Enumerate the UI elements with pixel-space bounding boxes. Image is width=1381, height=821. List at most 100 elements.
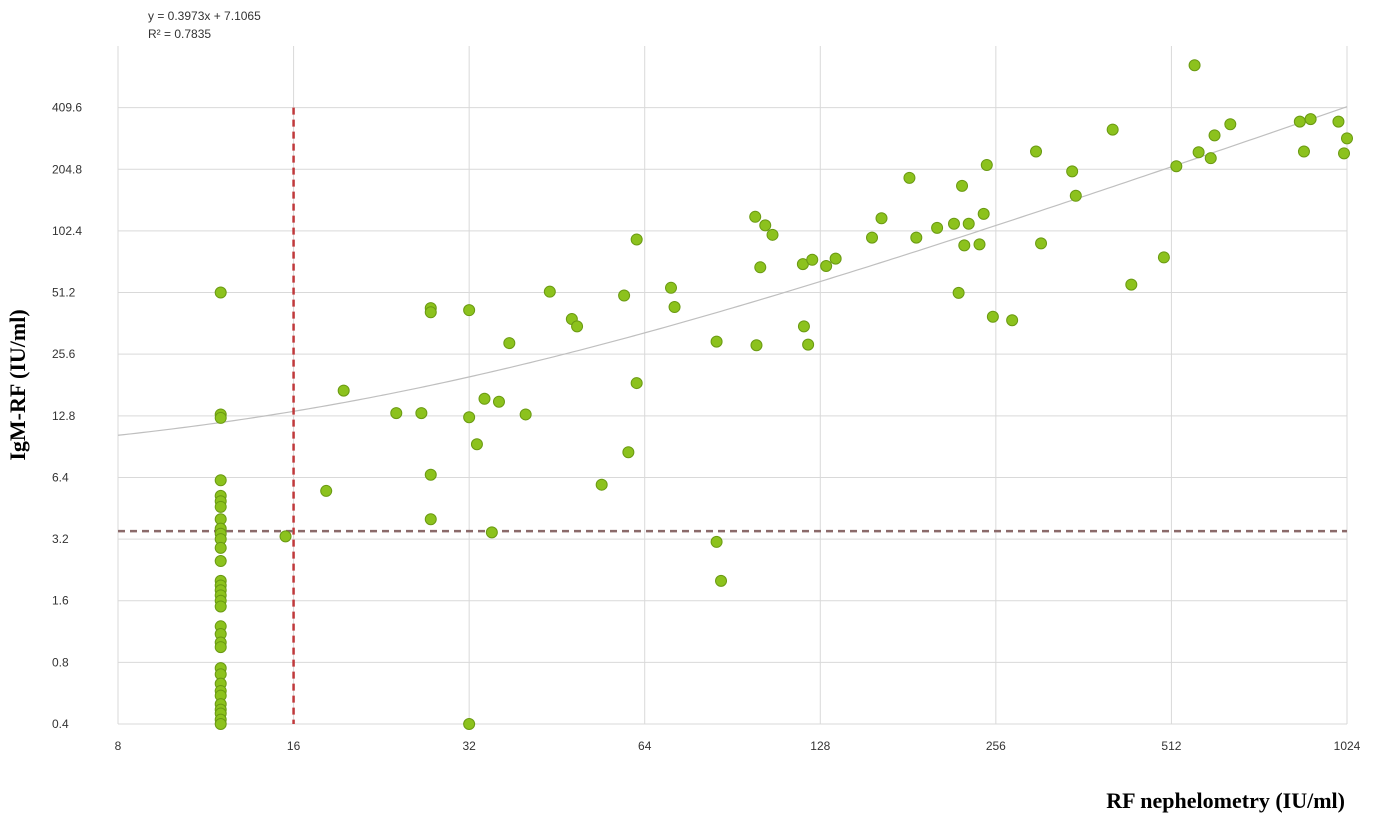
- data-point: [1208, 129, 1221, 142]
- y-tick-label: 1.6: [52, 594, 69, 608]
- data-point: [463, 304, 476, 317]
- y-axis-title: IgM-RF (IU/ml): [5, 309, 30, 460]
- data-point: [665, 281, 678, 294]
- data-point: [320, 484, 333, 497]
- data-point: [1188, 59, 1201, 72]
- data-point: [1006, 314, 1019, 327]
- data-point: [1338, 147, 1351, 160]
- x-axis-title: RF nephelometry (IU/ml): [1106, 788, 1345, 813]
- data-point: [519, 408, 532, 421]
- data-point: [543, 285, 556, 298]
- grid-lines: [117, 46, 1348, 725]
- y-tick-label: 102.4: [52, 224, 82, 238]
- data-point: [470, 438, 483, 451]
- y-tick-label: 0.4: [52, 717, 69, 731]
- x-tick-label: 256: [986, 739, 1006, 753]
- data-point: [630, 233, 643, 246]
- data-point: [622, 446, 635, 459]
- data-point: [214, 600, 227, 613]
- y-tick-label: 12.8: [52, 409, 76, 423]
- data-point: [1297, 145, 1310, 158]
- data-point: [715, 574, 728, 587]
- trendline: [117, 106, 1348, 436]
- data-point: [958, 239, 971, 252]
- x-tick-label: 1024: [1334, 739, 1361, 753]
- y-tick-label: 409.6: [52, 101, 82, 115]
- x-tick-label: 32: [462, 739, 476, 753]
- data-point: [1224, 118, 1237, 131]
- data-point: [956, 179, 969, 192]
- data-point: [424, 306, 437, 319]
- data-point: [806, 253, 819, 266]
- data-point: [214, 718, 227, 730]
- data-point: [1106, 123, 1119, 136]
- x-tick-label: 8: [115, 739, 122, 753]
- r-squared-label: R² = 0.7835: [148, 27, 211, 41]
- y-tick-label: 0.8: [52, 655, 69, 669]
- data-point: [947, 217, 960, 230]
- data-point: [337, 384, 350, 397]
- data-point: [279, 530, 292, 543]
- data-point: [710, 535, 723, 548]
- data-point: [931, 221, 944, 234]
- data-point: [463, 411, 476, 424]
- data-point: [618, 289, 631, 302]
- data-point: [485, 526, 498, 539]
- y-tick-label: 6.4: [52, 470, 69, 484]
- data-point: [1304, 113, 1317, 126]
- data-point: [463, 718, 476, 730]
- data-point: [1170, 160, 1183, 173]
- x-tick-label: 16: [287, 739, 301, 753]
- data-point: [1125, 278, 1138, 291]
- data-point: [1035, 237, 1048, 250]
- data-point: [503, 337, 516, 350]
- data-point: [820, 260, 833, 273]
- x-tick-labels: 8 16 32 64 128 256 512 1024: [115, 739, 1361, 753]
- data-point: [759, 219, 772, 232]
- data-point: [214, 474, 227, 487]
- data-point: [802, 338, 815, 351]
- data-point: [1341, 132, 1353, 145]
- y-tick-label: 25.6: [52, 347, 76, 361]
- data-point: [415, 407, 428, 420]
- data-point: [1157, 251, 1170, 264]
- data-point: [1332, 115, 1345, 128]
- data-points: [214, 59, 1353, 730]
- data-point: [424, 468, 437, 481]
- data-point: [1069, 189, 1082, 202]
- data-point: [214, 555, 227, 568]
- data-point: [710, 335, 723, 348]
- data-point: [595, 478, 608, 491]
- data-point: [668, 301, 681, 314]
- data-point: [1204, 152, 1217, 165]
- threshold-lines: [118, 107, 1347, 724]
- data-point: [571, 320, 584, 333]
- data-point: [829, 252, 842, 265]
- data-point: [750, 339, 763, 352]
- data-point: [214, 641, 227, 654]
- data-point: [980, 158, 993, 171]
- data-point: [630, 377, 643, 390]
- data-point: [214, 411, 227, 424]
- data-point: [424, 513, 437, 526]
- y-tick-labels: 0.4 0.8 1.6 3.2 6.4 12.8 25.6 51.2 102.4 204.8 409…: [52, 101, 82, 731]
- data-point: [214, 500, 227, 513]
- data-point: [478, 392, 491, 405]
- data-point: [1293, 115, 1306, 128]
- y-tick-label: 204.8: [52, 162, 82, 176]
- x-tick-label: 128: [810, 739, 830, 753]
- data-point: [492, 395, 505, 408]
- data-point: [962, 217, 975, 230]
- data-point: [875, 212, 888, 225]
- data-point: [977, 207, 990, 220]
- data-point: [797, 320, 810, 333]
- data-point: [866, 231, 879, 244]
- data-point: [749, 210, 762, 223]
- trendline-equation: y = 0.3973x + 7.1065: [148, 9, 261, 23]
- data-point: [973, 238, 986, 251]
- trendline-layer: [117, 106, 1348, 436]
- data-point: [754, 261, 767, 274]
- data-point: [952, 286, 965, 299]
